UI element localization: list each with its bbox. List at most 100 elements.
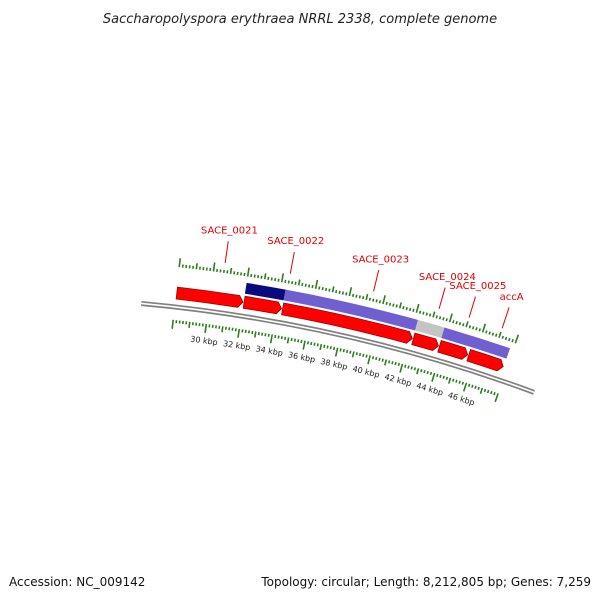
inner-tick xyxy=(267,333,270,337)
inner-tick xyxy=(391,361,394,365)
outer-tick xyxy=(324,287,328,292)
cds-arrow xyxy=(437,340,469,360)
outer-tick xyxy=(418,310,422,314)
gene-label: SACE_0024 xyxy=(419,272,476,283)
outer-tick xyxy=(345,292,348,296)
outer-tick xyxy=(425,312,428,316)
gene-label-line xyxy=(438,287,446,309)
scale-label: 30 kbp xyxy=(190,335,218,348)
inner-tick xyxy=(293,338,296,342)
inner-tick xyxy=(458,380,461,384)
inner-tick xyxy=(306,341,310,345)
outer-tick xyxy=(412,308,415,313)
outer-tick xyxy=(481,323,487,333)
outer-tick xyxy=(504,336,508,341)
outer-tick xyxy=(471,326,475,330)
gene-labels: SACE_0021 SACE_0022 SACE_0023 SACE_0024SACE… xyxy=(201,225,524,329)
accession-text: Accession: NC_009142 xyxy=(9,575,146,589)
inner-tick xyxy=(375,356,378,361)
inner-tick xyxy=(339,348,342,352)
outer-tick xyxy=(284,279,287,284)
feature-band-segment xyxy=(283,289,418,331)
inner-tick xyxy=(351,351,355,358)
inner-tick xyxy=(297,339,300,343)
outer-tick xyxy=(229,267,233,274)
inner-tick xyxy=(439,374,442,379)
outer-tick xyxy=(178,258,182,268)
outer-tick xyxy=(452,320,455,324)
inner-tick xyxy=(442,375,445,379)
inner-tick xyxy=(477,386,480,391)
outer-tick xyxy=(485,330,488,334)
inner-tick xyxy=(367,355,371,365)
outer-tick xyxy=(372,298,375,302)
inner-tick xyxy=(397,362,400,367)
inner-tick xyxy=(474,385,477,390)
outer-tick xyxy=(378,300,382,304)
outer-tick xyxy=(422,311,425,315)
inner-tick xyxy=(204,323,208,334)
outer-tick xyxy=(408,307,412,312)
inner-tick xyxy=(319,343,323,351)
inner-tick xyxy=(407,365,410,369)
outer-tick xyxy=(501,335,505,340)
outer-tick xyxy=(448,313,453,323)
inner-tick xyxy=(378,357,381,362)
inner-tick xyxy=(431,372,436,382)
outer-tick xyxy=(462,323,465,327)
inner-tick xyxy=(381,358,384,362)
inner-tick xyxy=(274,334,277,339)
feature-band-segment xyxy=(441,327,511,359)
outer-tick xyxy=(498,331,502,338)
outer-tick xyxy=(455,321,458,325)
outer-tick xyxy=(365,293,369,301)
outer-tick xyxy=(328,288,331,292)
outer-tick xyxy=(335,289,338,294)
inner-tick xyxy=(269,334,274,344)
outer-tick xyxy=(291,281,294,285)
outer-tick xyxy=(402,306,405,310)
feature-band-segment xyxy=(244,282,286,301)
inner-tick xyxy=(188,321,191,328)
inner-tick xyxy=(493,392,496,396)
outer-tick xyxy=(338,290,341,294)
cds-track xyxy=(175,286,504,372)
outer-tick xyxy=(382,295,386,305)
inner-tick xyxy=(316,343,319,347)
scale-label: 38 kbp xyxy=(320,357,349,372)
outer-tick xyxy=(362,296,365,300)
scale-label: 32 kbp xyxy=(222,339,251,352)
outer-tick xyxy=(304,283,307,287)
outer-tick xyxy=(195,263,198,270)
outer-tick xyxy=(511,339,514,343)
inner-tick xyxy=(461,381,465,385)
scale-label: 44 kbp xyxy=(415,381,444,397)
inner-tick xyxy=(332,346,336,351)
inner-tick xyxy=(371,356,375,360)
outer-tick xyxy=(277,278,280,282)
cds-arrow xyxy=(281,302,413,344)
inner-tick xyxy=(355,352,358,356)
inner-tick xyxy=(345,349,349,354)
outer-tick xyxy=(385,301,388,306)
inner-tick xyxy=(221,326,224,333)
gene-label-line xyxy=(224,241,229,264)
gene-label: SACE_0023 xyxy=(352,254,409,265)
gene-label-line xyxy=(468,296,477,318)
outer-tick xyxy=(274,277,277,282)
outer-tick xyxy=(294,281,297,285)
outer-tick xyxy=(341,291,345,295)
inner-tick xyxy=(277,335,280,339)
outer-tick xyxy=(432,311,436,318)
inner-tick xyxy=(302,340,306,350)
outer-tick xyxy=(468,325,472,329)
gene-label-line xyxy=(373,269,380,292)
outer-tick xyxy=(358,295,361,299)
inner-tick xyxy=(467,383,471,387)
gene-label-line xyxy=(289,251,295,274)
outer-tick xyxy=(491,332,495,336)
outer-tick xyxy=(428,313,432,317)
inner-tick xyxy=(410,366,413,370)
inner-tick xyxy=(426,370,429,375)
outer-tick xyxy=(314,279,319,289)
